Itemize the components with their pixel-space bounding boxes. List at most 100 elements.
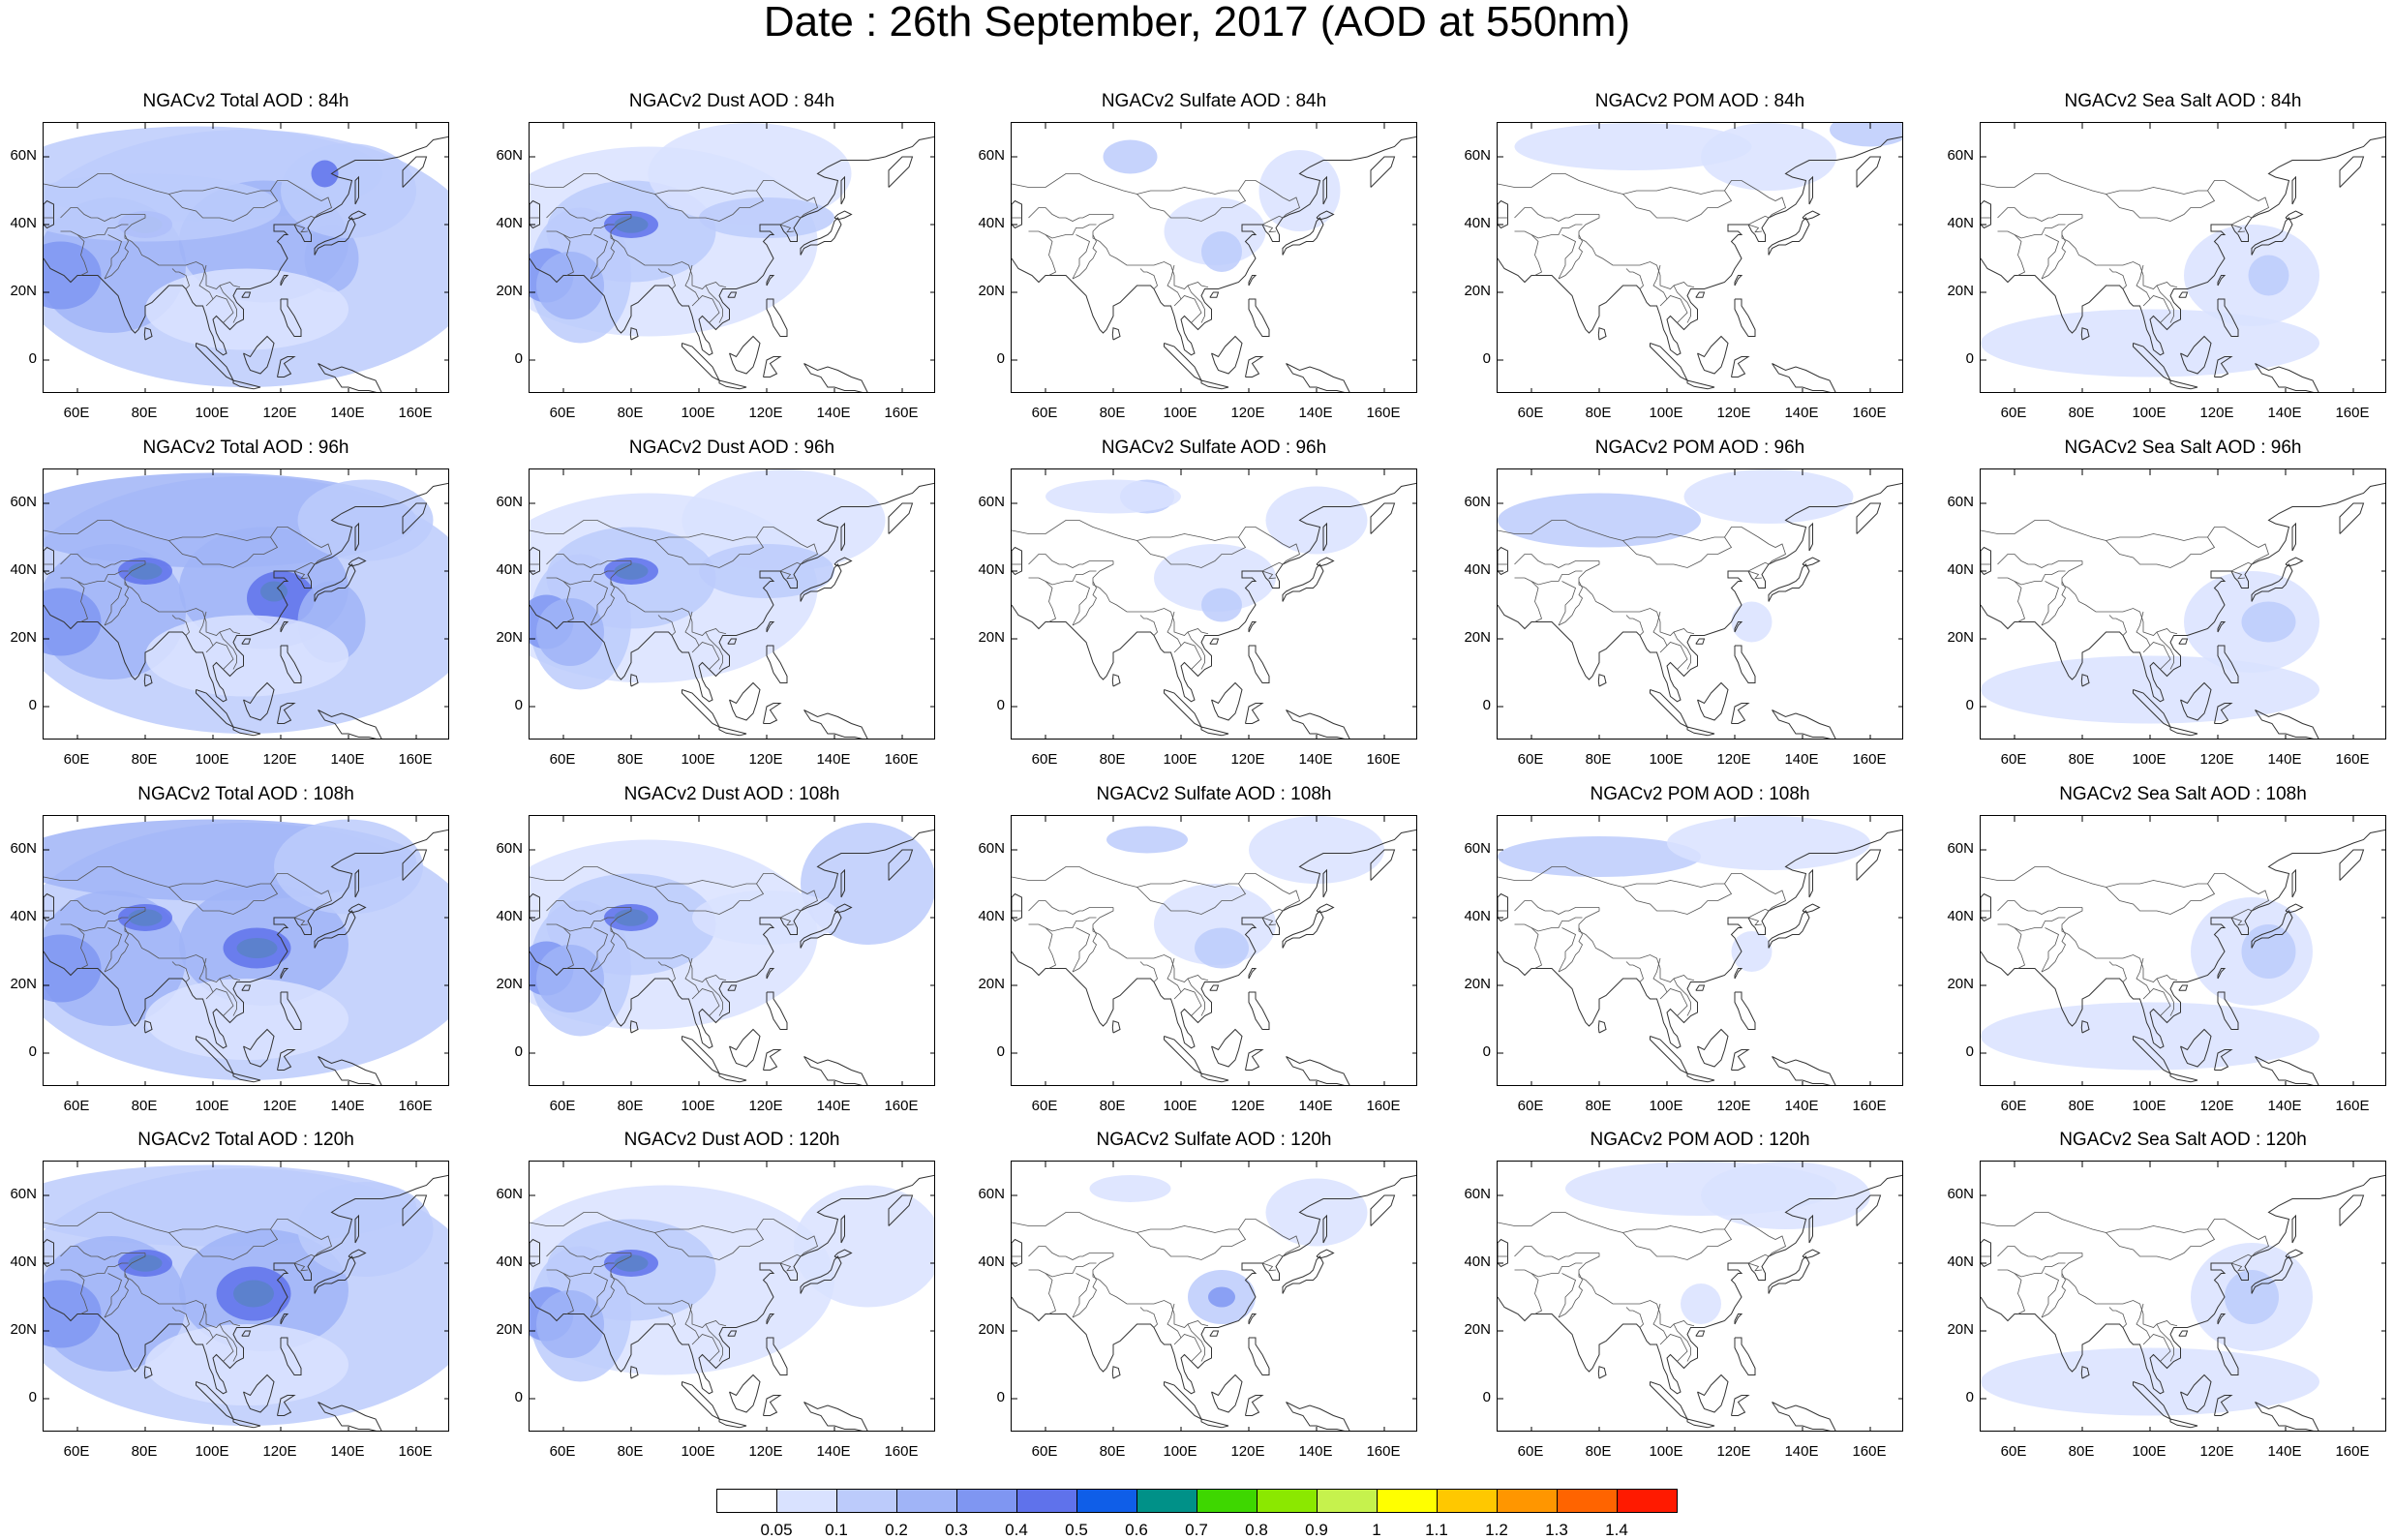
lat-tick-label: 40N [978, 1253, 1005, 1270]
coastline [402, 156, 428, 188]
country-border [293, 1253, 316, 1264]
coastline [888, 156, 914, 188]
coastline [803, 1056, 868, 1085]
country-border [698, 642, 720, 670]
coastline [44, 546, 54, 576]
country-border [1530, 1273, 1542, 1314]
lon-tick-label: 160E [2335, 751, 2370, 768]
country-border [779, 908, 802, 919]
lon-tick-label: 60E [1517, 405, 1544, 421]
coastline [2285, 903, 2304, 914]
lat-tick-label: 40N [496, 908, 523, 924]
lon-tick-label: 140E [1784, 751, 1819, 768]
coastline [241, 984, 252, 991]
coastline [833, 557, 853, 567]
colorbar-swatch [1317, 1489, 1378, 1513]
country-border [1167, 611, 1182, 653]
coastline [1248, 275, 1258, 287]
lon-tick-label: 60E [549, 751, 576, 768]
colorbar-swatch [956, 1489, 1017, 1513]
coastline [2133, 1036, 2172, 1075]
country-border [1558, 927, 1583, 973]
country-border [293, 917, 309, 926]
lon-tick-label: 140E [1784, 1443, 1819, 1460]
country-border [1187, 631, 1205, 670]
colorbar-swatch [776, 1489, 837, 1513]
colorbar-level-label: 0.7 [1185, 1521, 1208, 1539]
country-border [219, 1323, 237, 1362]
country-border [2041, 581, 2066, 626]
lon-tick-label: 100E [1649, 405, 1683, 421]
panel-title: NGACv2 Total AOD : 84h [142, 91, 349, 111]
colorbar-swatch [1136, 1489, 1197, 1513]
coastline [833, 1249, 853, 1259]
lon-tick-label: 100E [195, 405, 229, 421]
country-border [1498, 173, 1786, 219]
country-border [2061, 214, 2178, 289]
lat-tick-label: 60N [10, 494, 37, 510]
map-panel-pom-3 [1497, 1161, 1903, 1432]
coastline [1245, 703, 1264, 724]
lon-tick-label: 120E [2199, 1098, 2234, 1114]
lat-tick-label: 60N [1464, 840, 1491, 857]
country-border [1514, 1246, 1599, 1260]
coastline [143, 327, 153, 341]
coastline [530, 199, 540, 229]
country-border [1666, 1334, 1688, 1362]
lon-tick-label: 60E [63, 1443, 90, 1460]
lon-tick-label: 100E [2132, 1098, 2167, 1114]
aod-contour-fill [536, 945, 604, 1012]
lat-tick-label: 20N [978, 976, 1005, 992]
country-border [684, 1303, 700, 1345]
country-border [654, 1228, 765, 1260]
aod-field-map [530, 123, 934, 392]
country-border [590, 927, 615, 973]
lat-tick-label: 20N [10, 629, 37, 646]
aod-field-map [1012, 816, 1416, 1085]
coastline [530, 1238, 540, 1268]
country-border [1028, 900, 1113, 915]
country-border [1028, 207, 1113, 222]
lat-tick-label: 20N [978, 1321, 1005, 1338]
country-border [1747, 1262, 1763, 1272]
coastline [1808, 1214, 1813, 1244]
country-border [1136, 883, 1247, 915]
lon-tick-label: 60E [549, 1098, 576, 1114]
country-border [2041, 927, 2066, 973]
coastline [1282, 217, 1324, 256]
country-border [562, 234, 574, 276]
coastline [1200, 1418, 1229, 1429]
coastline [2339, 156, 2365, 188]
coastline [800, 910, 842, 949]
lon-tick-label: 160E [398, 1098, 433, 1114]
coastline [2255, 363, 2319, 392]
coastline [241, 291, 252, 298]
country-border [171, 615, 190, 636]
lon-tick-label: 120E [1716, 1443, 1751, 1460]
coastline [2169, 1418, 2198, 1429]
country-border [654, 883, 765, 915]
coastline [354, 522, 359, 552]
coastline [2251, 563, 2293, 602]
map-panel-sulfate-1 [1011, 468, 1417, 740]
coastline [1697, 681, 1729, 721]
aod-contour-fill [118, 904, 172, 931]
lat-tick-label: 60N [978, 147, 1005, 164]
coastline [44, 1238, 54, 1268]
country-border [104, 927, 129, 973]
lon-tick-label: 140E [330, 1443, 365, 1460]
map-panel-total-2 [43, 815, 449, 1086]
coastline [2178, 984, 2189, 991]
lat-tick-label: 60N [1464, 147, 1491, 164]
coastline [2133, 689, 2172, 729]
country-border [2230, 1262, 2246, 1272]
aod-contour-fill [44, 241, 102, 310]
country-border [1673, 978, 1691, 1016]
panel-title: NGACv2 Sea Salt AOD : 108h [2059, 784, 2307, 804]
coastline [1498, 1238, 1508, 1268]
country-border [219, 978, 237, 1016]
lon-tick-label: 120E [1230, 1098, 1265, 1114]
coastline [2217, 298, 2239, 337]
country-border [2149, 642, 2171, 670]
country-border [1652, 611, 1668, 653]
